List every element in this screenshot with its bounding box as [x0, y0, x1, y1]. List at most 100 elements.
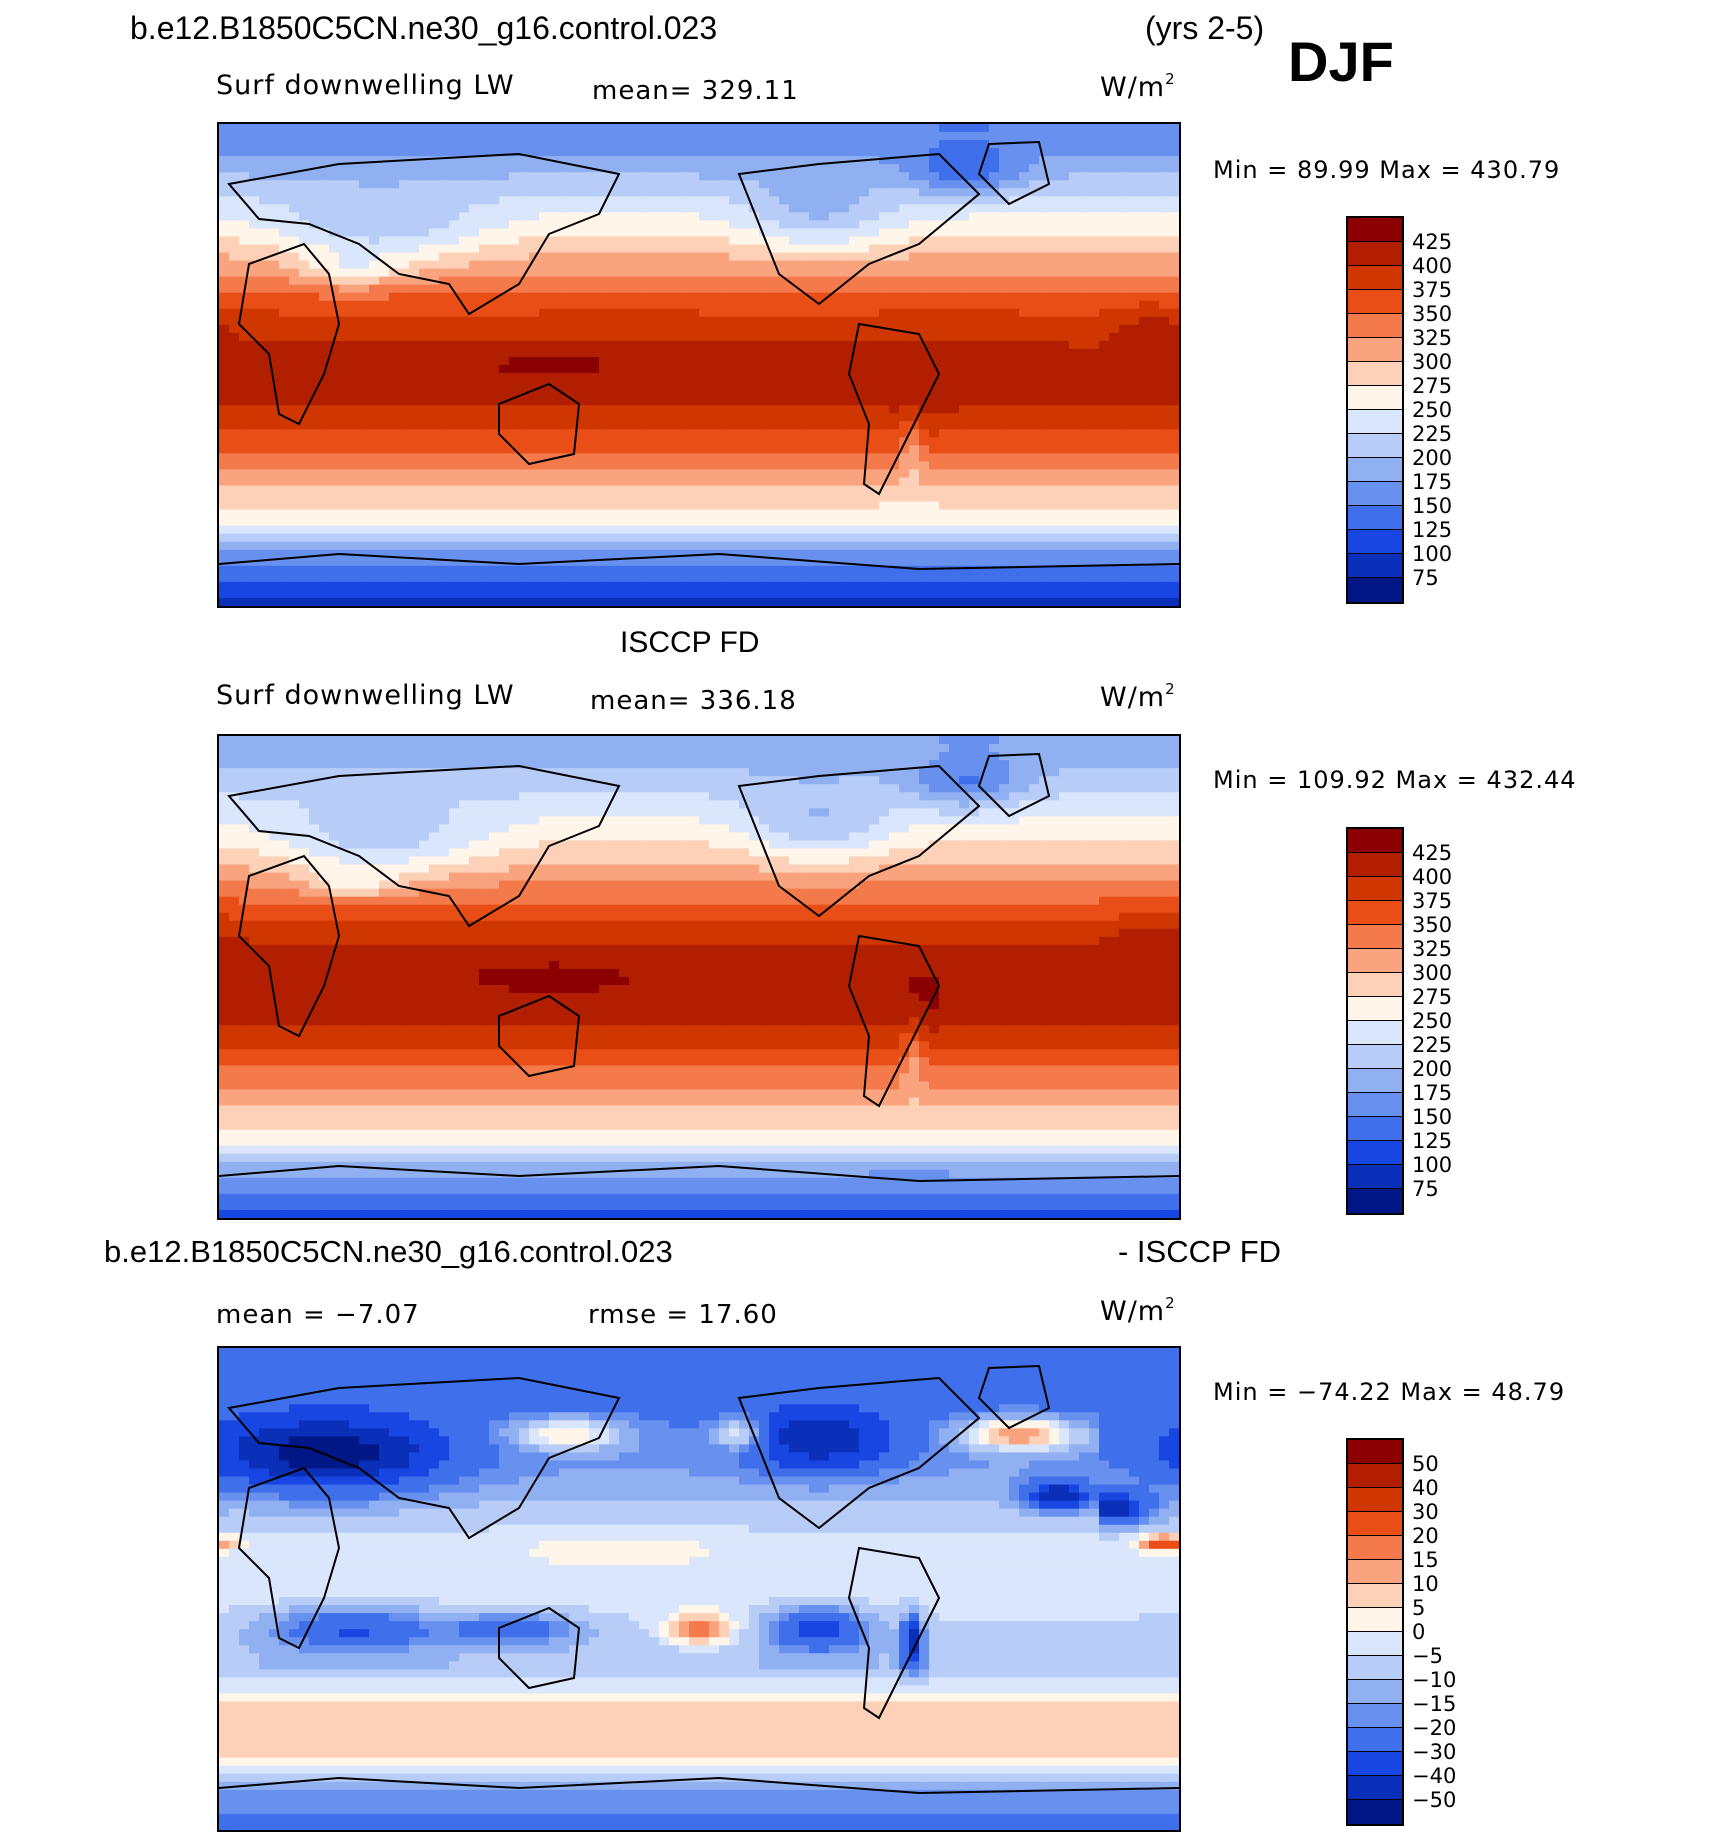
field-cell [839, 252, 850, 262]
field-cell [1109, 140, 1120, 149]
field-cell [1089, 284, 1100, 294]
field-cell [359, 124, 370, 133]
field-cell [649, 284, 660, 294]
field-cell [579, 453, 590, 462]
field-cell [929, 212, 940, 221]
field-cell [479, 236, 490, 246]
field-cell [629, 140, 640, 149]
field-cell [439, 172, 450, 181]
field-cell [1159, 477, 1170, 487]
field-cell [369, 453, 380, 462]
field-cell [789, 469, 800, 479]
field-cell [779, 228, 790, 238]
field-cell [799, 373, 810, 382]
field-cell [299, 348, 310, 358]
field-cell [1129, 252, 1140, 262]
field-cell [789, 477, 800, 487]
field-cell [699, 373, 710, 382]
field-cell [839, 437, 850, 446]
field-cell [789, 268, 800, 278]
field-cell [459, 308, 470, 318]
field-cell [319, 485, 330, 495]
field-cell [1109, 220, 1120, 230]
field-cell [689, 485, 700, 495]
field-cell [819, 252, 830, 262]
field-cell [599, 429, 610, 438]
field-cell [879, 517, 890, 527]
field-cell [879, 525, 890, 535]
field-cell [989, 469, 1000, 479]
field-cell [269, 244, 280, 254]
field-cell [1009, 212, 1020, 221]
field-cell [549, 148, 560, 157]
field-cell [1069, 156, 1080, 165]
field-cell [879, 124, 890, 133]
field-cell [679, 148, 690, 157]
field-cell [859, 517, 870, 527]
field-cell [559, 164, 570, 173]
field-cell [739, 493, 750, 503]
field-cell [459, 132, 470, 141]
field-cell [479, 212, 490, 221]
field-cell [389, 164, 400, 173]
field-cell [399, 148, 410, 157]
field-cell [629, 389, 640, 398]
field-cell [1039, 212, 1050, 221]
field-cell [679, 381, 690, 390]
field-cell [909, 244, 920, 254]
field-cell [319, 148, 330, 157]
field-cell [959, 381, 970, 390]
field-cell [649, 180, 660, 189]
field-cell [1009, 204, 1020, 213]
field-cell [909, 356, 920, 366]
field-cell [239, 356, 250, 366]
field-cell [1139, 228, 1150, 238]
field-cell [629, 413, 640, 422]
field-cell [479, 365, 490, 374]
field-cell [849, 284, 860, 294]
field-cell [299, 356, 310, 366]
field-cell [989, 148, 1000, 157]
field-cell [759, 196, 770, 205]
field-cell [929, 413, 940, 422]
field-cell [899, 260, 910, 270]
field-cell [369, 445, 380, 454]
field-cell [599, 493, 610, 503]
field-cell [379, 413, 390, 422]
field-cell [509, 244, 520, 254]
field-cell [629, 188, 640, 197]
field-cell [979, 348, 990, 358]
field-cell [239, 493, 250, 503]
field-cell [599, 501, 610, 511]
field-cell [349, 220, 360, 230]
field-cell [829, 485, 840, 495]
field-cell [299, 332, 310, 342]
field-cell [309, 156, 320, 165]
field-cell [1059, 140, 1070, 149]
field-cell [939, 461, 950, 471]
field-cell [669, 469, 680, 479]
field-cell [1059, 517, 1070, 527]
field-cell [759, 308, 770, 318]
field-cell [959, 284, 970, 294]
field-cell [309, 212, 320, 221]
field-cell [619, 405, 630, 414]
field-cell [889, 292, 900, 302]
field-cell [1099, 204, 1110, 213]
field-cell [909, 461, 920, 471]
field-cell [609, 156, 620, 165]
field-cell [859, 501, 870, 511]
field-cell [479, 477, 490, 487]
field-cell [1019, 212, 1030, 221]
field-cell [459, 292, 470, 302]
field-cell [559, 284, 570, 294]
field-cell [369, 373, 380, 382]
field-cell [689, 316, 700, 326]
field-cell [979, 220, 990, 230]
field-cell [569, 132, 580, 141]
field-cell [619, 429, 630, 438]
field-cell [889, 405, 900, 414]
field-cell [269, 413, 280, 422]
field-cell [349, 348, 360, 358]
field-cell [1119, 316, 1130, 326]
